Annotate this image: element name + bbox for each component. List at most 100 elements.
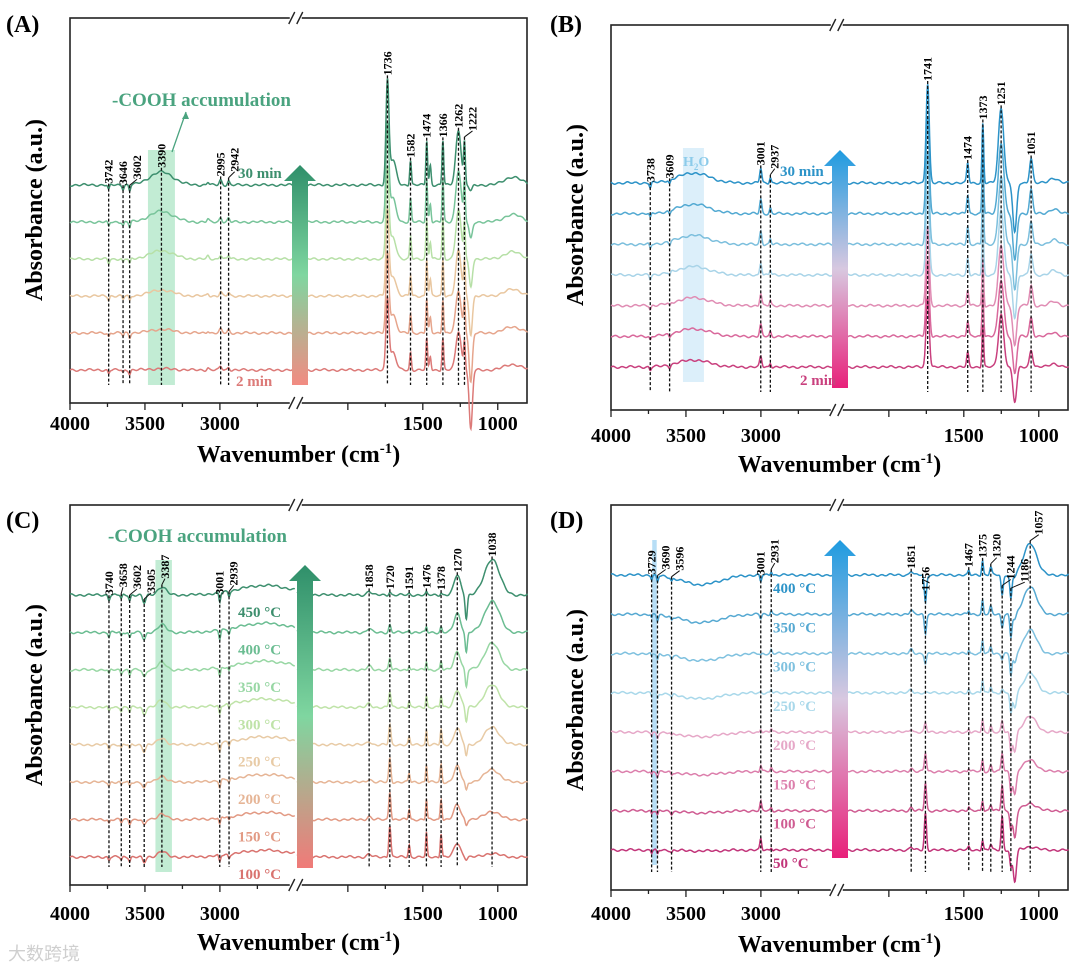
axis-break-mark: [837, 403, 845, 417]
peak-label: 3602: [130, 155, 144, 179]
peak-leader-line: [1029, 534, 1040, 542]
panel-letter: (C): [6, 508, 39, 534]
h2o-main: H: [683, 155, 694, 170]
axis-break-mark: [837, 18, 845, 32]
x-title-main: Wavenumber (cm: [197, 930, 380, 956]
x-tick-label: 1500: [944, 903, 984, 925]
trend-arrow-icon: [289, 565, 321, 868]
x-tick-label: 3500: [666, 903, 706, 925]
series-label: 300 °C: [773, 660, 816, 676]
peak-label: 3729: [645, 550, 659, 574]
x-tick-label: 1000: [1019, 425, 1059, 447]
series-label: 30 min: [238, 166, 282, 182]
peak-label: 1467: [962, 543, 976, 567]
series-label: 250 °C: [773, 699, 816, 715]
series-label: 200 °C: [238, 792, 281, 808]
axis-break-mark: [296, 11, 304, 25]
series-line: [69, 558, 528, 622]
series-label: 100 °C: [238, 867, 281, 883]
annotation-label: -COOH accumulation: [112, 90, 291, 111]
series-line: [610, 84, 1069, 234]
peak-leader-line: [770, 562, 776, 570]
x-tick-label: 4000: [591, 903, 631, 925]
axis-break-gap: [830, 20, 843, 30]
peak-label: 1375: [976, 534, 990, 558]
peak-label: 3602: [130, 565, 144, 589]
peak-leader-line: [657, 569, 666, 576]
x-axis-title: Wavenumber (cm-1): [738, 451, 941, 478]
peak-label: 3609: [663, 154, 677, 178]
x-title-main: Wavenumber (cm: [197, 442, 380, 468]
series-label: 300 °C: [238, 717, 281, 733]
x-tick-label: 4000: [50, 413, 90, 435]
peak-label: 3505: [144, 569, 158, 593]
panel-c: 4000 3500 3000 1500 1000 Wavenumber (cm-1) Abs…: [6, 498, 528, 956]
series-label: 2 min: [800, 373, 837, 389]
peak-label: 1851: [904, 545, 918, 569]
series-label: 200 °C: [773, 738, 816, 754]
x-tick-label: 1500: [944, 425, 984, 447]
peak-label: 1474: [961, 136, 975, 160]
peak-label: 2995: [214, 152, 228, 176]
series-label: 100 °C: [773, 817, 816, 833]
h2o-label: H2O: [683, 155, 709, 172]
peak-leader-line: [1001, 579, 1012, 586]
axis-break-mark: [288, 396, 296, 410]
peak-label: 3001: [754, 551, 768, 575]
trend-arrow-icon: [824, 150, 856, 388]
series-label: 450 °C: [238, 605, 281, 621]
peak-label: 1244: [1004, 556, 1018, 580]
series-line: [69, 121, 528, 239]
peak-label: 2942: [228, 148, 242, 172]
series-line: [69, 684, 528, 724]
y-axis-title: Absorbance (a.u.): [563, 124, 589, 306]
peak-label: 3738: [643, 158, 657, 182]
series-line: [69, 641, 528, 690]
axis-break-mark: [288, 878, 296, 892]
series-label: 150 °C: [773, 777, 816, 793]
peak-label: 1858: [362, 564, 376, 588]
peak-label: 1262: [451, 104, 465, 128]
series-label: 50 °C: [773, 856, 809, 872]
series-line: [69, 296, 528, 432]
x-tick-label: 3000: [741, 425, 781, 447]
x-title-exp: -1: [380, 929, 393, 945]
peak-label: 1366: [436, 113, 450, 137]
series-line: [69, 208, 528, 338]
x-tick-label: 1000: [478, 903, 518, 925]
y-axis-title: Absorbance (a.u.): [22, 604, 48, 786]
annotation-label: -COOH accumulation: [108, 526, 287, 547]
series-line: [610, 153, 1069, 291]
peak-label: 1378: [434, 566, 448, 590]
peak-leader-line: [120, 587, 124, 594]
peak-label: 1756: [918, 567, 932, 591]
peak-label: 1051: [1024, 132, 1038, 156]
peak-leader-line: [464, 130, 473, 138]
peak-label: 1251: [994, 81, 1008, 105]
axis-break-mark: [829, 18, 837, 32]
series-label: 350 °C: [773, 620, 816, 636]
series-line: [69, 78, 529, 192]
x-tick-label: 4000: [50, 903, 90, 925]
series-label: 150 °C: [238, 830, 281, 846]
series-label: 2 min: [236, 374, 273, 390]
series-line: [69, 756, 528, 792]
x-tick-label: 3000: [200, 413, 240, 435]
peak-label: 1373: [976, 95, 990, 119]
peak-label: 3646: [116, 161, 130, 185]
x-title-suffix: ): [392, 930, 400, 956]
peak-label: 3596: [673, 547, 687, 571]
trend-arrow-icon: [284, 165, 316, 385]
x-tick-label: 3500: [125, 903, 165, 925]
axis-break-mark: [829, 883, 837, 897]
series-label: 30 min: [780, 164, 824, 180]
x-title-main: Wavenumber (cm: [738, 452, 921, 478]
axis-break-gap: [830, 405, 843, 415]
peak-label: 3690: [659, 545, 673, 569]
x-axis-title: Wavenumber (cm-1): [197, 441, 400, 468]
peak-label: 1720: [383, 565, 397, 589]
axis-break-gap: [289, 880, 302, 890]
axis-break-mark: [829, 403, 837, 417]
x-tick-label: 4000: [591, 425, 631, 447]
